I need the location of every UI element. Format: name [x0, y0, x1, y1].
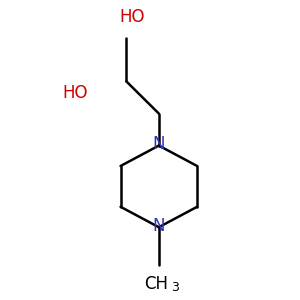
- Text: CH: CH: [144, 275, 168, 293]
- Text: N: N: [153, 135, 165, 153]
- Text: N: N: [153, 217, 165, 235]
- Text: 3: 3: [171, 280, 179, 293]
- Text: HO: HO: [120, 8, 145, 26]
- Text: HO: HO: [63, 84, 88, 102]
